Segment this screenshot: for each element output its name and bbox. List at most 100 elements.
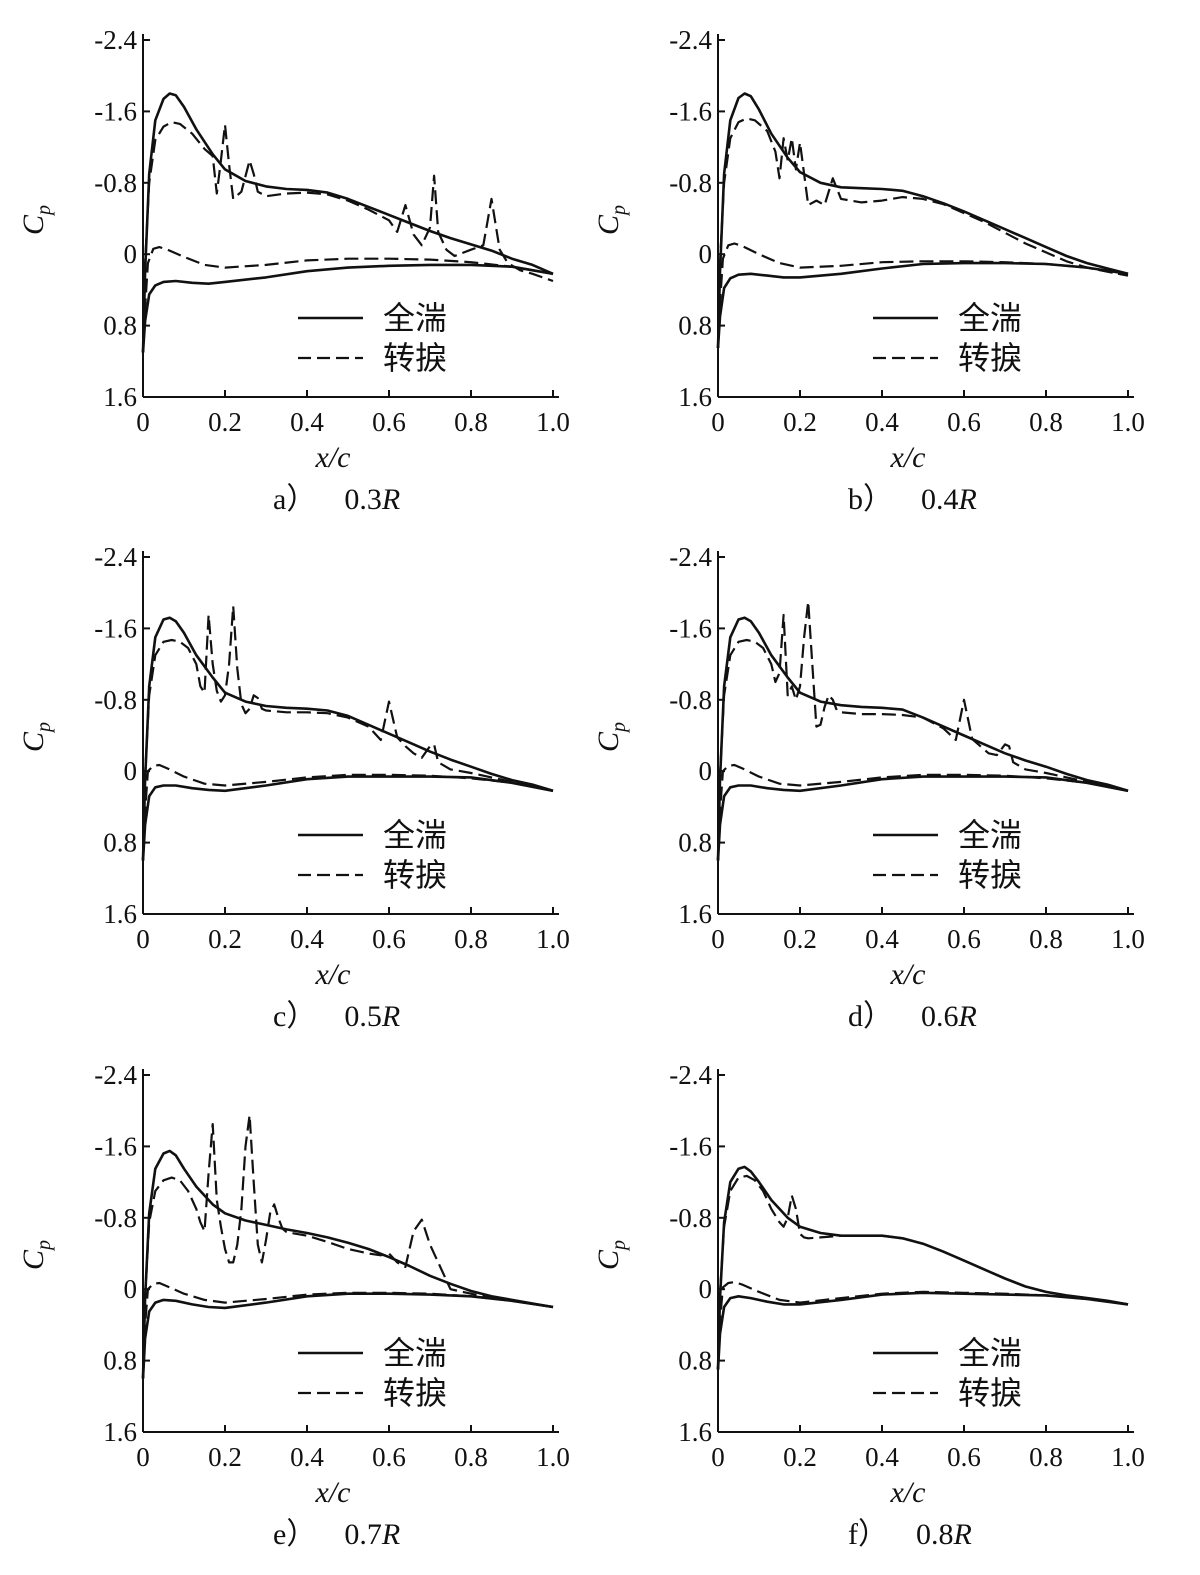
x-tick-label: 0.8 bbox=[454, 407, 488, 437]
x-tick-label: 0.4 bbox=[865, 924, 899, 954]
series-fullyturbulent-line-1 bbox=[141, 1292, 554, 1379]
x-axis-label: x/c bbox=[890, 1476, 926, 1509]
x-axis-label: x/c bbox=[315, 441, 351, 474]
chart-panel-f: -2.4-1.6-0.800.81.60 0.2 0.4 0.6 0.8 1.0x/cCp… bbox=[592, 1060, 1145, 1551]
series-transition-line-3 bbox=[141, 763, 554, 861]
y-axis-label: Cp bbox=[17, 205, 55, 235]
x-tick-label: 0.4 bbox=[290, 924, 324, 954]
x-tick-label: 1.0 bbox=[536, 1442, 570, 1472]
series-transition-line-2 bbox=[141, 605, 554, 861]
series-fullyturbulent-line-0 bbox=[141, 616, 554, 861]
y-tick-label: 0.8 bbox=[103, 828, 137, 858]
y-axis-label-main: C bbox=[592, 731, 625, 752]
y-tick-label: -2.4 bbox=[94, 542, 137, 572]
series-transition-line-2 bbox=[716, 600, 1129, 861]
series-transition-line-3 bbox=[141, 1281, 554, 1379]
caption-radius: R bbox=[958, 483, 977, 516]
y-tick-label: 0 bbox=[699, 1274, 713, 1304]
legend-label: 全湍 bbox=[958, 816, 1022, 854]
caption-letter: a） bbox=[273, 483, 316, 516]
caption-value: 0.6 bbox=[921, 1000, 959, 1033]
y-tick-label: 0 bbox=[124, 1274, 138, 1304]
x-tick-label: 0.2 bbox=[208, 924, 242, 954]
y-tick-label: 0.8 bbox=[103, 1346, 137, 1376]
x-tick-label: 0.2 bbox=[208, 407, 242, 437]
legend-label: 全湍 bbox=[383, 299, 447, 337]
x-tick-label: 0 bbox=[136, 924, 150, 954]
chart-panel-d: -2.4-1.6-0.800.81.60 0.2 0.4 0.6 0.8 1.0x/cCp… bbox=[592, 542, 1145, 1033]
caption-radius: R bbox=[381, 1000, 400, 1033]
x-tick-label: 0.4 bbox=[290, 1442, 324, 1472]
series-fullyturbulent-line-0 bbox=[716, 92, 1129, 348]
series-transition-line-2 bbox=[141, 121, 554, 353]
x-tick-label: 0.8 bbox=[1029, 407, 1063, 437]
y-tick-label: -2.4 bbox=[94, 25, 137, 55]
y-tick-label: 1.6 bbox=[103, 382, 137, 412]
y-axis-label-subscript: p bbox=[33, 722, 55, 734]
y-axis-label-main: C bbox=[17, 731, 50, 752]
legend-label: 转捩 bbox=[958, 339, 1022, 377]
x-tick-label: 0.6 bbox=[947, 407, 981, 437]
y-tick-label: 0 bbox=[699, 756, 713, 786]
series-fullyturbulent-line-1 bbox=[716, 261, 1129, 348]
x-tick-label: 1.0 bbox=[1111, 407, 1145, 437]
series-transition-line-2 bbox=[716, 1174, 1129, 1370]
caption-value: 0.3 bbox=[344, 483, 382, 516]
x-tick-label: 0.6 bbox=[372, 1442, 406, 1472]
series-fullyturbulent-line-0 bbox=[141, 92, 554, 353]
y-axis-label: Cp bbox=[592, 722, 630, 752]
caption-letter: d） bbox=[848, 1000, 893, 1033]
y-axis-label-subscript: p bbox=[608, 205, 630, 217]
y-axis-label: Cp bbox=[17, 1240, 55, 1270]
series-fullyturbulent-line-0 bbox=[141, 1149, 554, 1379]
x-axis-label: x/c bbox=[315, 1476, 351, 1509]
x-tick-label: 0.4 bbox=[865, 407, 899, 437]
caption-letter: e） bbox=[273, 1518, 316, 1551]
caption-radius: R bbox=[381, 483, 400, 516]
x-axis-label: x/c bbox=[890, 441, 926, 474]
series-fullyturbulent-line-1 bbox=[141, 775, 554, 861]
series-fullyturbulent-line-1 bbox=[716, 1291, 1129, 1370]
x-tick-label: 0 bbox=[136, 1442, 150, 1472]
caption-radius: R bbox=[953, 1518, 972, 1551]
x-tick-label: 0.8 bbox=[454, 1442, 488, 1472]
y-tick-label: -1.6 bbox=[669, 1131, 712, 1161]
chart-panel-e: -2.4-1.6-0.800.81.60 0.2 0.4 0.6 0.8 1.0x/cCp… bbox=[17, 1060, 570, 1551]
y-tick-label: -0.8 bbox=[669, 685, 712, 715]
y-tick-label: -2.4 bbox=[669, 1060, 712, 1090]
x-tick-label: 1.0 bbox=[536, 407, 570, 437]
y-axis-label: Cp bbox=[592, 205, 630, 235]
y-tick-label: 0.8 bbox=[678, 311, 712, 341]
x-tick-label: 0 bbox=[136, 407, 150, 437]
y-axis-label-subscript: p bbox=[33, 205, 55, 217]
x-tick-label: 1.0 bbox=[1111, 1442, 1145, 1472]
chart-panel-a: -2.4-1.6-0.800.81.60 0.2 0.4 0.6 0.8 1.0x/cCp… bbox=[17, 25, 570, 516]
y-tick-label: 1.6 bbox=[103, 1417, 137, 1447]
series-transition-line-2 bbox=[716, 117, 1129, 348]
x-tick-label: 0.8 bbox=[454, 924, 488, 954]
x-tick-label: 0.4 bbox=[290, 407, 324, 437]
x-tick-label: 0.2 bbox=[783, 407, 817, 437]
panel-caption: c） 0.5R bbox=[273, 1000, 400, 1033]
y-tick-label: -2.4 bbox=[94, 1060, 137, 1090]
series-fullyturbulent-line-1 bbox=[141, 263, 554, 353]
x-tick-label: 0.8 bbox=[1029, 924, 1063, 954]
legend-label: 转捩 bbox=[383, 1374, 447, 1412]
legend-label: 转捩 bbox=[383, 339, 447, 377]
panel-caption: b） 0.4R bbox=[848, 483, 977, 516]
series-fullyturbulent-line-0 bbox=[716, 1165, 1129, 1370]
x-tick-label: 1.0 bbox=[1111, 924, 1145, 954]
x-tick-label: 0 bbox=[711, 924, 725, 954]
series-transition-line-3 bbox=[716, 242, 1129, 348]
caption-value: 0.4 bbox=[921, 483, 959, 516]
series-transition-line-2 bbox=[141, 1114, 554, 1379]
y-tick-label: -0.8 bbox=[94, 685, 137, 715]
caption-letter: c） bbox=[273, 1000, 316, 1033]
legend-label: 全湍 bbox=[958, 1334, 1022, 1372]
x-tick-label: 1.0 bbox=[536, 924, 570, 954]
y-tick-label: -1.6 bbox=[94, 613, 137, 643]
y-tick-label: 0.8 bbox=[678, 828, 712, 858]
y-tick-label: 0.8 bbox=[678, 1346, 712, 1376]
series-transition-line-3 bbox=[716, 1281, 1129, 1370]
y-tick-label: -0.8 bbox=[94, 1203, 137, 1233]
